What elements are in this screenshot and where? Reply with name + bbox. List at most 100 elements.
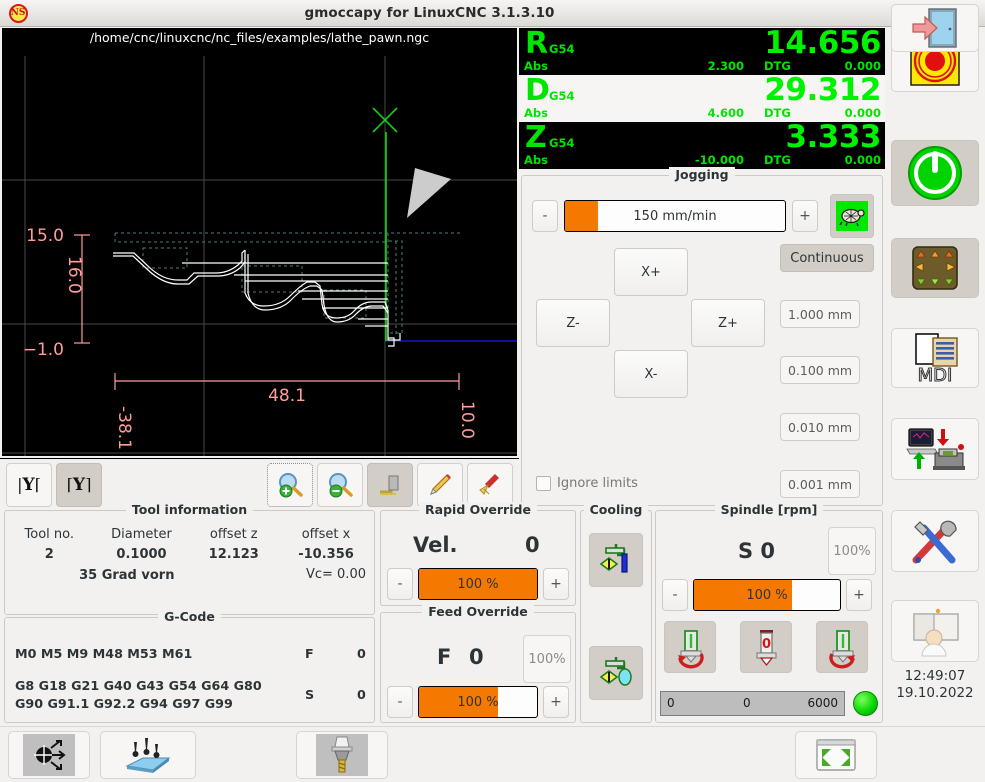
rapid-bar-label: 100 % [457,576,499,592]
jog-z-plus-button[interactable]: Z+ [691,299,765,347]
mdi-mode-button[interactable]: MDI [891,328,979,388]
jog-mode-button[interactable]: Continuous [780,244,874,272]
spindle-title: Spindle [rpm] [714,502,824,517]
dro-abs-label: Abs [524,153,548,167]
spindle-stop-button[interactable]: 0 [740,621,792,673]
dro-row-d[interactable]: D G54 29.312 Abs 4.600 DTG 0.000 [519,73,885,122]
spindle-at-speed-led [853,691,878,716]
jog-x-minus-label: X- [644,366,658,382]
dro-row-z[interactable]: Z G54 3.333 Abs -10.000 DTG 0.000 [519,120,885,169]
dro-row-r[interactable]: R G54 14.656 Abs 2.300 DTG 0.000 [519,26,885,75]
tool-holder-icon [331,736,353,773]
rapid-override-title: Rapid Override [419,502,537,517]
jogging-title-wrap: Jogging [522,167,882,182]
jog-z-minus-label: Z- [566,315,580,331]
svg-text:48.1: 48.1 [268,386,306,406]
feed-override-title: Feed Override [422,604,534,619]
spindle-bar-max: 6000 [807,696,838,710]
jog-velocity-turtle-button[interactable] [830,194,874,238]
manual-mode-button[interactable] [891,238,979,298]
spindle-speed-bar: 0 0 6000 [660,691,845,716]
spindle-plus-button[interactable]: + [846,579,872,611]
jog-velocity-bar[interactable]: 150 mm/min [564,200,786,232]
zoom-in-button[interactable] [267,462,313,507]
app-logo: NS [0,3,36,23]
spindle-reset-button[interactable]: 100% [828,527,876,575]
spindle-speed-display: S 0 [738,539,776,563]
feed-reset-button[interactable]: 100% [523,635,571,683]
spindle-cw-icon [829,630,855,669]
dro-dtg-label: DTG [764,59,791,73]
logo-text: NS [8,3,28,23]
spindle-ccw-button[interactable] [664,621,716,673]
feed-minus-button[interactable]: - [387,686,413,718]
graphics-preview[interactable]: 15.0 −1.0 16.0 48.1 -38.1 10.0 /home/cnc… [2,28,517,456]
dro-dtg-value: 0.000 [844,153,881,167]
rapid-title-wrap: Rapid Override [381,502,575,517]
zoom-out-button[interactable] [317,462,363,507]
mist-coolant-button[interactable] [589,646,643,700]
touch-off-button[interactable] [8,731,90,779]
flood-coolant-button[interactable] [589,533,643,587]
speed-value: 0 [357,687,366,702]
dro-g5x-label: G54 [549,42,575,56]
jog-velocity-minus[interactable]: - [532,200,558,232]
svg-text:-38.1: -38.1 [114,406,134,450]
jog-velocity-plus[interactable]: + [792,200,818,232]
jog-increment-3[interactable]: 0.010 mm [780,413,860,441]
dro-panel: R G54 14.656 Abs 2.300 DTG 0.000 D G54 2… [519,26,885,173]
tool-information-title: Tool information [125,502,254,517]
dro-abs-label: Abs [524,59,548,73]
user-tabs-button[interactable] [891,600,979,662]
clock-time: 12:49:07 [904,668,966,684]
dro-abs-label: Abs [524,106,548,120]
cooling-title-wrap: Cooling [581,502,651,517]
clear-plot-button[interactable] [467,462,513,507]
faucet-mist-icon [599,657,632,686]
user-folder-icon [913,608,959,657]
machine-power-button[interactable] [891,140,979,206]
settings-button[interactable] [891,510,979,572]
spindle-bar-value: 0 [743,696,751,710]
rapid-override-bar[interactable]: 100 % [418,568,538,600]
ignore-limits-checkbox[interactable]: Ignore limits [536,476,638,491]
dro-dtg-label: DTG [764,153,791,167]
jog-increment-2[interactable]: 0.100 mm [780,356,860,384]
spindle-cw-button[interactable] [816,621,868,673]
exit-door-icon [912,8,957,48]
jog-increment-1[interactable]: 1.000 mm [780,300,860,328]
spindle-override-bar[interactable]: 100 % [693,579,841,611]
jog-increment-4[interactable]: 0.001 mm [780,470,860,498]
jog-increment-1-label: 1.000 mm [787,306,853,322]
ignore-limits-box[interactable] [536,476,551,491]
jog-x-minus-button[interactable]: X- [614,350,688,398]
exit-button[interactable] [891,4,979,52]
show-dimensions-button[interactable] [367,462,413,507]
tools-icon [912,520,957,564]
feed-override-bar[interactable]: 100 % [418,686,538,718]
jog-z-minus-button[interactable]: Z- [536,299,610,347]
rapid-minus-button[interactable]: - [387,568,413,600]
svg-text:MDI: MDI [918,365,953,385]
rapid-plus-button[interactable]: + [543,568,569,600]
jog-x-plus-button[interactable]: X+ [614,248,688,296]
fullscreen-button[interactable] [795,731,877,779]
dro-g5x-label: G54 [549,89,575,103]
g-codes-line2: G90 G91.1 G92.2 G94 G97 G99 [15,696,233,711]
jog-pad-icon [912,246,958,290]
feed-reset-label: 100% [528,651,566,667]
view-y-button[interactable]: | Y ⌈ [6,462,52,507]
spindle-minus-button[interactable]: - [662,579,688,611]
feed-plus-button[interactable]: + [543,686,569,718]
loaded-file-path: /home/cnc/linuxcnc/nc_files/examples/lat… [89,30,430,45]
auto-mode-button[interactable] [891,418,979,480]
g-codes-line1: G8 G18 G21 G40 G43 G54 G64 G80 [15,678,262,693]
jog-velocity-value: 150 mm/min [633,208,717,224]
jog-z-plus-label: Z+ [718,315,738,331]
tool-change-button[interactable] [296,731,388,779]
view-y2-button[interactable]: ⌈ Y ⌉ [56,462,102,507]
tool-table-button[interactable] [100,731,196,779]
show-toolpath-button[interactable] [417,462,463,507]
tool-information-panel: Tool information Tool no. Diameter offse… [4,502,375,615]
gcode-title: G-Code [158,609,221,624]
